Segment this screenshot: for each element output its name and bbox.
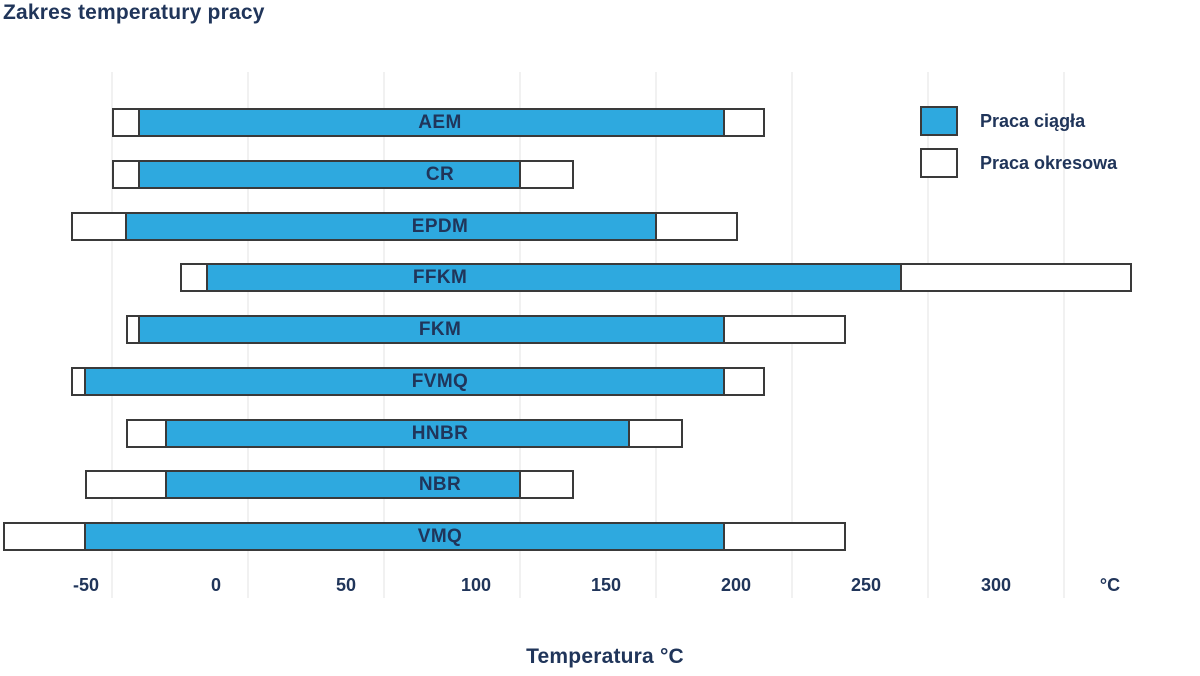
x-tick-label: 0 <box>210 575 222 595</box>
range-bar-continuous <box>124 211 657 241</box>
chart-title: Zakres temperatury pracy <box>3 1 265 24</box>
gridline <box>1063 72 1065 598</box>
range-bar-intermittent <box>71 211 738 241</box>
x-axis-title: Temperatura °C <box>526 645 684 668</box>
bar-row-hnbr: HNBR <box>0 418 1200 448</box>
x-tick-label: 100 <box>460 575 492 595</box>
range-bar-intermittent <box>112 159 575 189</box>
x-axis-unit: °C <box>1099 575 1121 595</box>
x-tick-label: 300 <box>980 575 1012 595</box>
range-bar-intermittent <box>3 522 847 551</box>
range-bar-intermittent <box>71 366 765 396</box>
bar-label: AEM <box>418 112 462 133</box>
bar-label: FFKM <box>412 267 468 289</box>
bar-label: VMQ <box>417 526 463 547</box>
bar-row-fkm: FKM <box>0 315 1200 344</box>
legend-swatch-continuous <box>920 106 958 136</box>
bar-row-aem: AEM <box>0 108 1200 137</box>
bar-row-ffkm: FFKM <box>0 263 1200 293</box>
x-tick-label: 50 <box>335 575 357 595</box>
range-bar-continuous <box>83 522 725 551</box>
x-tick-label: 200 <box>720 575 752 595</box>
bar-row-epdm: EPDM <box>0 211 1200 241</box>
bar-label: FVMQ <box>411 370 469 392</box>
range-bar-continuous <box>138 159 521 189</box>
bar-row-fvmq: FVMQ <box>0 366 1200 396</box>
legend-label-intermittent: Praca okresowa <box>980 153 1118 173</box>
range-bar-intermittent <box>125 418 684 448</box>
bar-row-cr: CR <box>0 159 1200 189</box>
bar-label: NBR <box>418 474 462 496</box>
range-bar-intermittent <box>112 108 765 137</box>
range-bar-intermittent <box>180 263 1132 293</box>
range-bar-intermittent <box>84 470 575 500</box>
range-bar-continuous <box>206 263 902 293</box>
range-bar-continuous <box>138 108 725 137</box>
bar-label: EPDM <box>411 215 469 237</box>
x-tick-label: 250 <box>850 575 882 595</box>
gridline <box>927 72 929 598</box>
x-tick-label: 150 <box>590 575 622 595</box>
range-bar-continuous <box>83 366 725 396</box>
range-bar-continuous <box>165 418 630 448</box>
range-bar-continuous <box>138 315 725 344</box>
range-bar-continuous <box>165 470 521 500</box>
legend-label-continuous: Praca ciągła <box>980 111 1086 131</box>
gridline <box>111 72 113 598</box>
range-bar-intermittent <box>125 315 847 344</box>
bar-row-nbr: NBR <box>0 470 1200 500</box>
bar-label: FKM <box>418 319 462 340</box>
bar-label: CR <box>425 163 455 185</box>
legend-swatch-intermittent <box>920 148 958 178</box>
bar-label: HNBR <box>411 422 469 444</box>
bar-row-vmq: VMQ <box>0 522 1200 551</box>
x-tick-label: -50 <box>72 575 100 595</box>
